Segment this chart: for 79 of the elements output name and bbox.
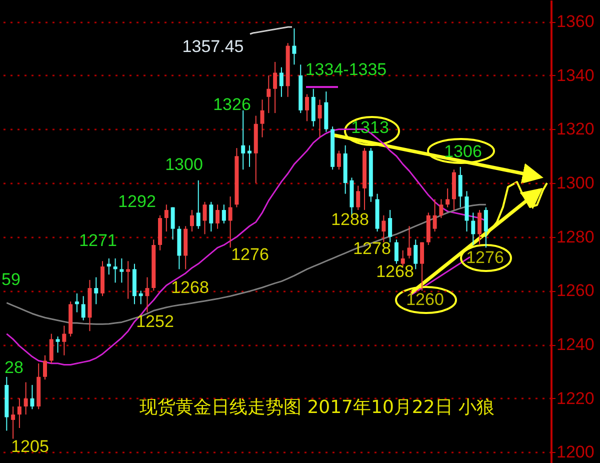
- candlestick: [388, 209, 392, 243]
- candlestick: [336, 150, 341, 170]
- candlestick: [56, 336, 60, 354]
- candlestick: [24, 382, 28, 416]
- candlestick: [202, 201, 207, 235]
- text: 现货黄金日线走势图 2017年10月22日 小狼: [139, 397, 495, 418]
- y-tick-label: 1340: [556, 66, 594, 85]
- candlestick: [414, 239, 418, 270]
- candlestick: [439, 198, 444, 219]
- y-tick-label: 1280: [556, 227, 594, 246]
- candlestick: [81, 296, 86, 321]
- candlestick: [120, 258, 124, 284]
- candlestick: [138, 290, 143, 305]
- y-tick-label: 1300: [556, 174, 594, 193]
- candlestick: [216, 204, 220, 230]
- candlestick: [145, 276, 150, 313]
- candlestick: [432, 198, 437, 232]
- annotation: 1276: [466, 248, 504, 267]
- candlestick: [382, 214, 386, 243]
- annotation: 1271: [79, 231, 117, 250]
- candlestick: [30, 384, 34, 410]
- y-tick-label: 1260: [556, 281, 594, 300]
- candlestick: [196, 180, 200, 230]
- candlestick: [62, 325, 66, 356]
- candlestick: [228, 196, 232, 248]
- candlestick: [209, 201, 214, 232]
- candlestick: [446, 188, 450, 208]
- annotation: 1300: [165, 155, 203, 174]
- candlestick: [273, 61, 278, 114]
- annotation: 1268: [376, 262, 414, 281]
- y-tick-label: 1200: [556, 442, 594, 462]
- candlestick: [292, 28, 296, 66]
- candlestick: [94, 276, 98, 305]
- candlestick: [478, 209, 482, 246]
- candlestick: [17, 398, 22, 429]
- candlestick: [318, 99, 322, 138]
- candlestick: [407, 226, 412, 259]
- candlestick: [279, 66, 284, 98]
- annotation: 1268: [171, 278, 209, 297]
- candlestick: [126, 260, 130, 300]
- y-tick-label: 1240: [556, 335, 594, 354]
- candlestick: [356, 185, 360, 210]
- annotation: 1278: [353, 239, 391, 258]
- candlestick: [247, 144, 252, 168]
- annotation: 1260: [406, 290, 444, 309]
- annotation: 1357.45: [182, 37, 244, 56]
- candlestick: [305, 94, 310, 122]
- candlestick: [43, 354, 48, 380]
- y-tick-label: 1360: [556, 12, 594, 32]
- y-tick-label: 1320: [556, 120, 594, 139]
- candlestick: [484, 206, 488, 248]
- candlestick: [458, 166, 462, 208]
- annotation: 1288: [331, 210, 369, 229]
- annotation: 1252: [136, 312, 174, 331]
- candlestick: [260, 99, 264, 138]
- candlestick: [420, 242, 424, 292]
- candlestick: [113, 258, 118, 284]
- annotation: 1334-1335: [305, 60, 387, 79]
- candlestick: [394, 239, 398, 264]
- candlestick: [49, 333, 54, 364]
- candlestick: [11, 406, 16, 440]
- candlestick: [241, 110, 246, 170]
- annotation: 1292: [118, 192, 156, 211]
- annotation: 28: [4, 358, 24, 377]
- annotation: 1276: [231, 245, 269, 264]
- candlestick: [471, 212, 476, 246]
- candlestick: [190, 209, 194, 232]
- candlestick: [170, 206, 175, 240]
- annotation: 1326: [213, 95, 251, 114]
- candlestick: [400, 250, 405, 267]
- candlestick: [106, 258, 111, 276]
- candlestick: [74, 292, 79, 313]
- annotation: 59: [2, 270, 20, 289]
- annotation: 1205: [11, 437, 49, 456]
- candlestick: [266, 74, 271, 114]
- y-tick-label: 1220: [556, 388, 594, 408]
- candlestick: [222, 204, 226, 224]
- annotation: 1306: [444, 142, 482, 161]
- candlestick: [164, 204, 168, 232]
